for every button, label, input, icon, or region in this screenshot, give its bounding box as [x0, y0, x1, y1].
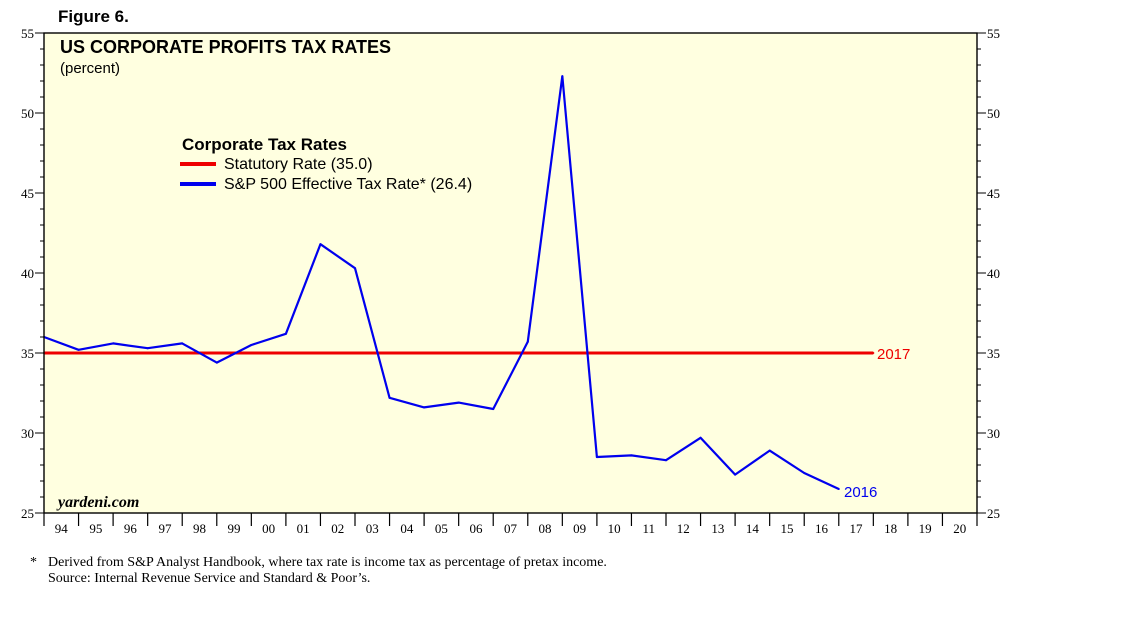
y-tick-label-right: 55 [987, 26, 1000, 41]
y-tick-label-right: 40 [987, 266, 1000, 281]
data-point-effective [319, 243, 322, 246]
data-point-effective [492, 408, 495, 410]
data-point-effective [250, 344, 253, 346]
x-tick-label: 94 [55, 521, 69, 536]
x-tick-label: 20 [953, 521, 966, 536]
yardeni-watermark: yardeni.com [56, 494, 139, 511]
x-tick-label: 96 [124, 521, 138, 536]
y-tick-label-right: 35 [987, 346, 1000, 361]
data-point-effective [734, 473, 737, 476]
legend-label-effective: S&P 500 Effective Tax Rate* (26.4) [224, 176, 472, 193]
footnote: * Derived from S&P Analyst Handbook, wher… [30, 555, 607, 587]
data-point-effective [768, 449, 771, 452]
data-point-effective [146, 347, 149, 350]
x-tick-label: 00 [262, 521, 275, 536]
y-tick-label-left: 35 [21, 346, 34, 361]
x-tick-label: 15 [780, 521, 793, 536]
y-tick-label-right: 50 [987, 106, 1000, 121]
data-point-effective [803, 472, 806, 474]
data-point-effective [699, 436, 702, 439]
x-tick-label: 16 [815, 521, 829, 536]
figure-label: Figure 6. [58, 7, 129, 26]
x-tick-label: 04 [400, 521, 414, 536]
y-tick-label-right: 30 [987, 426, 1000, 441]
data-point-effective [630, 454, 633, 457]
x-tick-label: 18 [884, 521, 897, 536]
x-tick-label: 97 [158, 521, 172, 536]
x-tick-label: 08 [539, 521, 552, 536]
x-tick-label: 12 [677, 521, 690, 536]
chart-subtitle: (percent) [60, 60, 120, 77]
data-point-effective [665, 459, 667, 462]
data-point-effective [423, 406, 426, 409]
x-tick-label: 14 [746, 521, 760, 536]
x-tick-label: 06 [469, 521, 483, 536]
x-tick-label: 11 [642, 521, 655, 536]
data-point-effective [561, 75, 564, 78]
x-tick-label: 19 [919, 521, 932, 536]
data-point-statutory [872, 352, 875, 354]
x-tick-label: 95 [89, 521, 102, 536]
data-point-effective [215, 361, 218, 364]
data-point-effective [388, 396, 391, 399]
x-tick-label: 98 [193, 521, 206, 536]
legend-title: Corporate Tax Rates [182, 135, 347, 154]
data-point-effective [457, 401, 460, 404]
data-point-effective [595, 456, 598, 458]
chart-title: US CORPORATE PROFITS TAX RATES [60, 37, 391, 57]
footnote-marker: * [30, 555, 37, 570]
plot-area [44, 33, 977, 513]
statutory-end-label: 2017 [877, 346, 910, 363]
x-tick-label: 10 [608, 521, 621, 536]
data-point-effective [837, 488, 840, 490]
effective-end-label: 2016 [844, 484, 877, 501]
x-tick-label: 01 [297, 521, 310, 536]
y-tick-label-left: 55 [21, 26, 34, 41]
y-tick-label-left: 25 [21, 506, 34, 521]
x-tick-label: 05 [435, 521, 448, 536]
x-tick-label: 07 [504, 521, 518, 536]
footnote-line-1: * Derived from S&P Analyst Handbook, wher… [30, 555, 607, 571]
data-point-effective [526, 340, 529, 343]
y-tick-label-left: 40 [21, 266, 34, 281]
data-point-effective [181, 342, 184, 345]
data-point-effective [77, 348, 80, 351]
y-tick-label-right: 25 [987, 506, 1000, 521]
data-point-effective [112, 342, 115, 345]
series-line-effective [43, 75, 840, 490]
y-tick-label-left: 50 [21, 106, 34, 121]
y-tick-label-right: 45 [987, 186, 1000, 201]
x-tick-label: 09 [573, 521, 586, 536]
x-tick-label: 02 [331, 521, 344, 536]
series-layer [43, 75, 875, 490]
x-tick-label: 99 [228, 521, 241, 536]
y-tick-label-left: 30 [21, 426, 34, 441]
x-tick-label: 03 [366, 521, 379, 536]
footnote-text: Derived from S&P Analyst Handbook, where… [48, 555, 607, 570]
data-point-effective [354, 267, 356, 270]
x-tick-label: 13 [711, 521, 724, 536]
x-tick-label: 17 [850, 521, 864, 536]
y-tick-label-left: 45 [21, 186, 34, 201]
legend: Corporate Tax Rates Statutory Rate (35.0… [180, 135, 472, 193]
axes-layer: 25 25 30 30 35 35 40 40 45 45 50 50 55 55 94 95 96 97 98 99… [21, 26, 1000, 536]
legend-label-statutory: Statutory Rate (35.0) [224, 156, 373, 173]
data-point-effective [284, 332, 287, 335]
footnote-line-2: Source: Internal Revenue Service and Sta… [48, 571, 371, 586]
